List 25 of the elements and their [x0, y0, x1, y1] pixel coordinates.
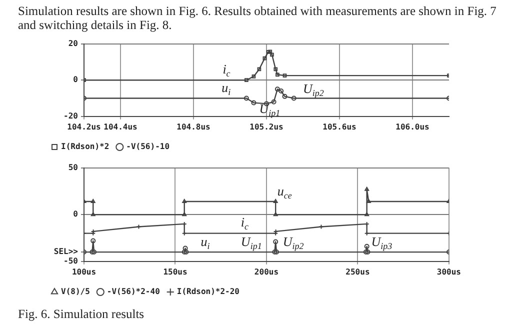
x-tick-label: 104.8us	[176, 122, 211, 132]
x-tick-label: 150us	[163, 267, 188, 276]
x-tick-label: 104.4us	[104, 122, 138, 132]
x-tick-label: 200us	[254, 267, 279, 276]
legend-label: -V(56)-10	[126, 142, 170, 152]
x-tick-label: 300us	[436, 267, 462, 276]
legend-label: I(Rdson)*2-20	[176, 287, 240, 296]
x-tick-label: 105.6us	[322, 122, 357, 132]
caption: Fig. 6. Simulation results	[18, 307, 146, 321]
legend-label: V(8)/5	[61, 287, 90, 296]
y-tick-label: SEL>>	[54, 247, 78, 256]
y-tick-label: -20	[64, 111, 78, 120]
legend-label: I(Rdson)*2	[61, 142, 110, 152]
x-tick-label: 100us	[72, 267, 96, 276]
x-tick-label: 250us	[346, 267, 370, 276]
x-tick-label: 105.2us	[250, 122, 284, 132]
y-tick-label: 0	[73, 75, 78, 84]
x-tick-label: 106.0us	[396, 122, 430, 132]
text: Simulation results are shown in Fig. 6. Results obtained with measurements are shown in Fig. 7 and switching details in Fig. 8.	[18, 4, 498, 32]
y-tick-label: 20	[68, 38, 78, 48]
x-tick-label: 104.2us	[67, 122, 102, 132]
y-tick-label: 50	[68, 162, 78, 172]
y-tick-label: -50	[64, 256, 78, 266]
legend-label: -V(56)*2-40	[106, 287, 160, 296]
y-tick-label: 0	[73, 210, 78, 219]
